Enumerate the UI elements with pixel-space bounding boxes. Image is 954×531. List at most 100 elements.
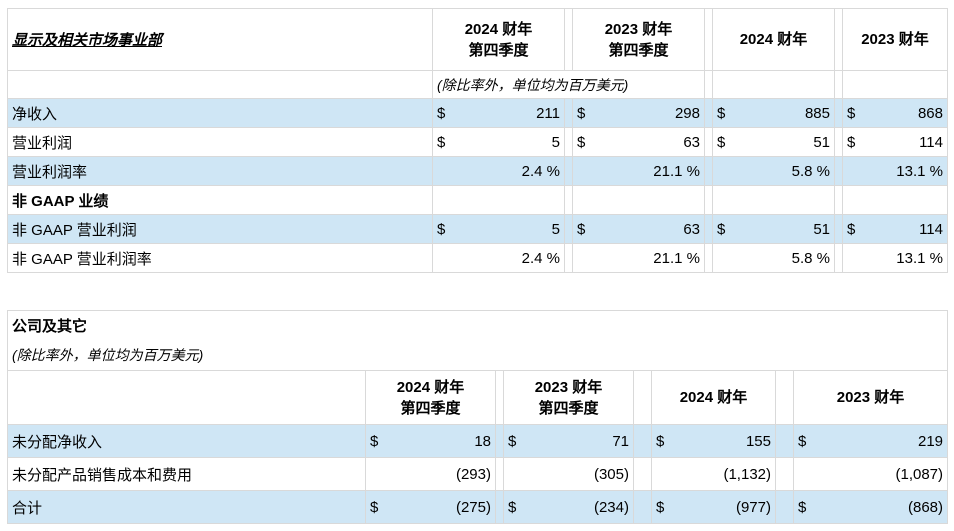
cell-value: 21.1 % bbox=[653, 162, 700, 180]
value-cell: 5.8 % bbox=[712, 156, 835, 186]
cell-value: 885 bbox=[804, 104, 830, 122]
value-cell bbox=[712, 185, 835, 215]
value-cell: $868 bbox=[842, 98, 948, 128]
cell-value: 2.4 % bbox=[521, 162, 560, 180]
row-label: 未分配产品销售成本和费用 bbox=[7, 457, 366, 491]
cell-value: 2.4 % bbox=[521, 249, 560, 267]
unit-note: (除比率外，单位均为百万美元) bbox=[432, 70, 705, 99]
currency-symbol: $ bbox=[508, 498, 517, 516]
column-header: 2023 财年 bbox=[792, 370, 949, 425]
row-label: 非 GAAP 营业利润率 bbox=[7, 243, 433, 273]
column-header: 2024 财年 第四季度 bbox=[432, 8, 565, 71]
row-label: 营业利润 bbox=[7, 127, 433, 157]
cell-value: (977) bbox=[735, 498, 771, 516]
row-label: 非 GAAP 营业利润 bbox=[7, 214, 433, 244]
value-cell: 5.8 % bbox=[712, 243, 835, 273]
table-title: 显示及相关市场事业部 bbox=[7, 8, 433, 71]
value-cell: $211 bbox=[432, 98, 565, 128]
currency-symbol: $ bbox=[577, 133, 586, 151]
value-cell: 21.1 % bbox=[572, 243, 705, 273]
cell-value: 219 bbox=[917, 432, 944, 450]
value-cell: $885 bbox=[712, 98, 835, 128]
cell-value: 63 bbox=[683, 133, 700, 151]
cell-value: (1,132) bbox=[723, 465, 771, 483]
cell-value: 5.8 % bbox=[791, 162, 830, 180]
table-row: 净收入 $211 $298 $885 $868 bbox=[7, 98, 948, 128]
value-cell: $155 bbox=[651, 424, 776, 458]
currency-symbol: $ bbox=[717, 220, 726, 238]
cell-value: 114 bbox=[919, 220, 943, 238]
currency-symbol: $ bbox=[370, 498, 379, 516]
cell-value: 51 bbox=[813, 133, 830, 151]
cell-value: (234) bbox=[593, 498, 629, 516]
currency-symbol: $ bbox=[437, 104, 446, 122]
value-cell: (293) bbox=[365, 457, 496, 491]
cell-value: (275) bbox=[455, 498, 491, 516]
table-row: 营业利润 $5 $63 $51 $114 bbox=[7, 127, 948, 157]
value-cell: $ (977) bbox=[651, 490, 776, 524]
table-row: 合计 $ (275) $ (234) $ (977) $ (868) bbox=[7, 490, 949, 524]
section-title: 公司及其它 bbox=[6, 310, 949, 341]
row-label: 净收入 bbox=[7, 98, 433, 128]
value-cell: $63 bbox=[572, 127, 705, 157]
value-cell: $ (234) bbox=[503, 490, 634, 524]
value-cell: 2.4 % bbox=[432, 156, 565, 186]
currency-symbol: $ bbox=[798, 432, 807, 450]
cell-value: 63 bbox=[683, 220, 700, 238]
value-cell bbox=[572, 185, 705, 215]
column-header: 2024 财年 bbox=[712, 8, 835, 71]
row-label: 未分配净收入 bbox=[7, 424, 366, 458]
currency-symbol: $ bbox=[508, 432, 517, 450]
currency-symbol: $ bbox=[437, 220, 446, 238]
currency-symbol: $ bbox=[370, 432, 379, 450]
currency-symbol: $ bbox=[717, 104, 726, 122]
row-label: 营业利润率 bbox=[7, 156, 433, 186]
cell-value: (293) bbox=[455, 465, 491, 483]
table-row: 未分配净收入 $18 $71 $155 $219 bbox=[7, 424, 949, 458]
value-cell: (1,087) bbox=[792, 457, 949, 491]
currency-symbol: $ bbox=[847, 104, 856, 122]
column-header: 2023 财年 第四季度 bbox=[572, 8, 705, 71]
currency-symbol: $ bbox=[847, 133, 856, 151]
value-cell: $5 bbox=[432, 214, 565, 244]
column-header: 2024 财年 bbox=[651, 370, 776, 425]
table-row: 非 GAAP 营业利润率 2.4 % 21.1 % 5.8 % 13.1 % bbox=[7, 243, 948, 273]
column-header: 2024 财年 第四季度 bbox=[365, 370, 496, 425]
value-cell: $ (868) bbox=[792, 490, 949, 524]
value-cell bbox=[432, 185, 565, 215]
value-cell: $18 bbox=[365, 424, 496, 458]
value-cell: $51 bbox=[712, 127, 835, 157]
row-label: 合计 bbox=[7, 490, 366, 524]
column-header: 2023 财年 bbox=[842, 8, 948, 71]
cell-value: 21.1 % bbox=[653, 249, 700, 267]
value-cell: 13.1 % bbox=[842, 156, 948, 186]
value-cell: $114 bbox=[842, 127, 948, 157]
value-cell: $5 bbox=[432, 127, 565, 157]
value-cell: $ (275) bbox=[365, 490, 496, 524]
value-cell: $51 bbox=[712, 214, 835, 244]
value-cell: (1,132) bbox=[651, 457, 776, 491]
cell-value: 114 bbox=[919, 133, 943, 151]
currency-symbol: $ bbox=[656, 432, 665, 450]
cell-value: 298 bbox=[674, 104, 700, 122]
cell-value: (1,087) bbox=[895, 465, 944, 483]
table-row: 非 GAAP 业绩 bbox=[7, 185, 948, 215]
currency-symbol: $ bbox=[577, 220, 586, 238]
cell-value: 13.1 % bbox=[896, 249, 943, 267]
value-cell: $219 bbox=[792, 424, 949, 458]
cell-value: 5 bbox=[551, 220, 560, 238]
table-row: 非 GAAP 营业利润 $5 $63 $51 $114 bbox=[7, 214, 948, 244]
value-cell: $114 bbox=[842, 214, 948, 244]
value-cell: $63 bbox=[572, 214, 705, 244]
table-row: 未分配产品销售成本和费用 (293) (305) (1,132) (1,087) bbox=[7, 457, 949, 491]
segment-results-table: 显示及相关市场事业部 2024 财年 第四季度 2023 财年 第四季度 2024 … bbox=[7, 8, 948, 273]
cell-value: 51 bbox=[813, 220, 830, 238]
corporate-other-table: 公司及其它 (除比率外，单位均为百万美元) 2024 财年 第四季度 2023 财… bbox=[6, 310, 949, 524]
currency-symbol: $ bbox=[717, 133, 726, 151]
cell-value: 13.1 % bbox=[896, 162, 943, 180]
value-cell: $298 bbox=[572, 98, 705, 128]
cell-value: 155 bbox=[745, 432, 771, 450]
table-row: 营业利润率 2.4 % 21.1 % 5.8 % 13.1 % bbox=[7, 156, 948, 186]
value-cell: 21.1 % bbox=[572, 156, 705, 186]
cell-value: (868) bbox=[907, 498, 944, 516]
